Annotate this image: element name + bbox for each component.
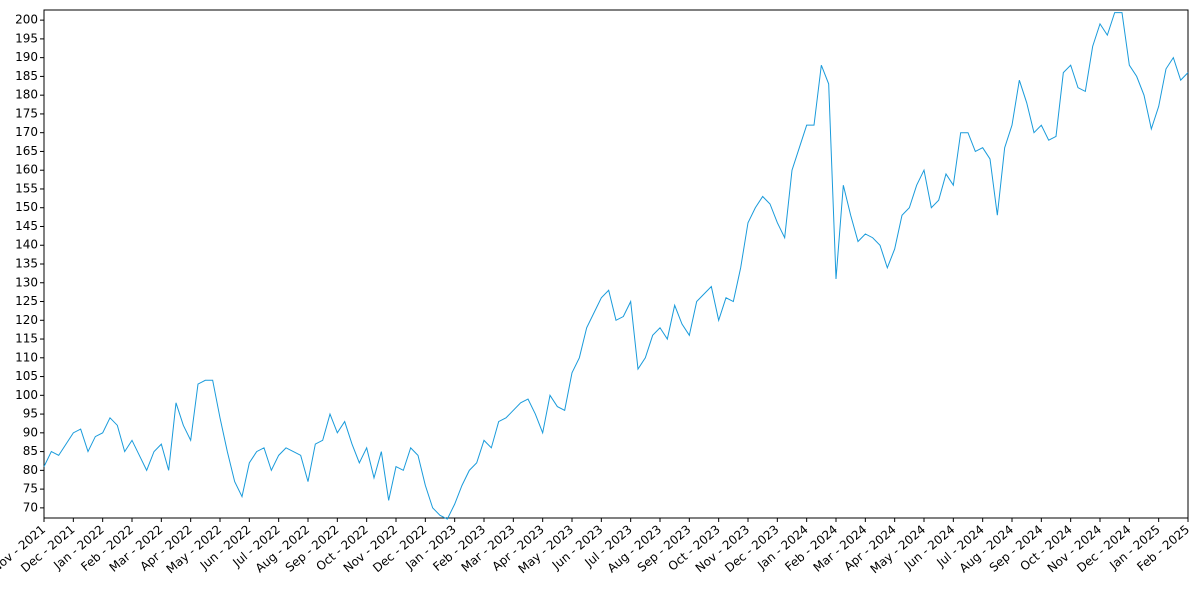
y-tick-label: 165 — [15, 144, 38, 158]
y-tick-label: 145 — [15, 219, 38, 233]
y-tick-label: 190 — [15, 50, 38, 64]
y-tick-label: 155 — [15, 181, 38, 195]
y-tick-label: 120 — [15, 313, 38, 327]
y-tick-label: 160 — [15, 163, 38, 177]
y-tick-label: 200 — [15, 13, 38, 27]
y-tick-label: 170 — [15, 125, 38, 139]
y-tick-label: 125 — [15, 294, 38, 308]
y-tick-label: 70 — [23, 500, 38, 514]
y-tick-label: 195 — [15, 31, 38, 45]
y-tick-label: 105 — [15, 369, 38, 383]
y-tick-label: 150 — [15, 200, 38, 214]
y-tick-label: 90 — [23, 425, 38, 439]
y-tick-label: 115 — [15, 332, 38, 346]
y-tick-label: 180 — [15, 88, 38, 102]
y-tick-label: 135 — [15, 257, 38, 271]
y-tick-label: 100 — [15, 388, 38, 402]
plot-frame — [43, 9, 1189, 519]
y-tick-label: 110 — [15, 350, 38, 364]
y-tick-label: 95 — [23, 407, 38, 421]
y-tick-label: 75 — [23, 482, 38, 496]
y-tick-label: 140 — [15, 238, 38, 252]
y-tick-label: 85 — [23, 444, 38, 458]
price-line — [43, 12, 1189, 520]
y-tick-label: 185 — [15, 69, 38, 83]
y-tick-label: 80 — [23, 463, 38, 477]
y-tick-label: 130 — [15, 275, 38, 289]
y-tick-label: 175 — [15, 106, 38, 120]
